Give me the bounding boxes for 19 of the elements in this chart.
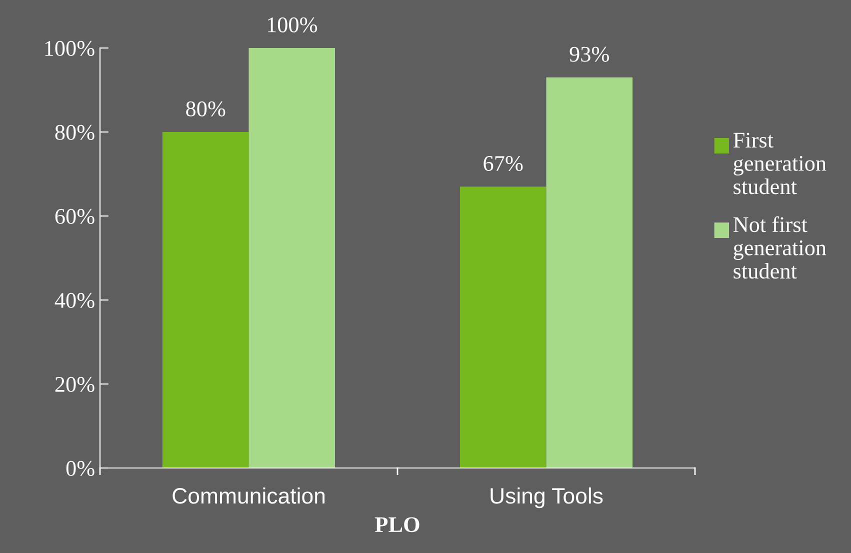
x-axis-title: PLO (375, 517, 420, 532)
x-tick-label: Using Tools (490, 487, 603, 508)
data-label: 80% (186, 101, 226, 116)
y-tick-label: 20% (55, 376, 94, 392)
y-tick-label: 100% (45, 40, 94, 56)
y-tick-label: 0% (66, 460, 94, 476)
legend-label: Not first generation student (733, 216, 826, 279)
y-tick-label: 40% (54, 292, 94, 308)
bar (460, 186, 546, 468)
y-tick-label: 80% (55, 124, 94, 140)
x-tick-label: Communication (172, 487, 325, 504)
bar (248, 48, 336, 468)
y-tick-label: 60% (55, 208, 94, 224)
data-label: 93% (570, 46, 609, 62)
bar (546, 77, 633, 468)
data-label: 100% (268, 17, 318, 32)
data-label: 67% (484, 156, 523, 172)
legend-label: First generation student (733, 132, 826, 194)
bar (162, 132, 249, 468)
